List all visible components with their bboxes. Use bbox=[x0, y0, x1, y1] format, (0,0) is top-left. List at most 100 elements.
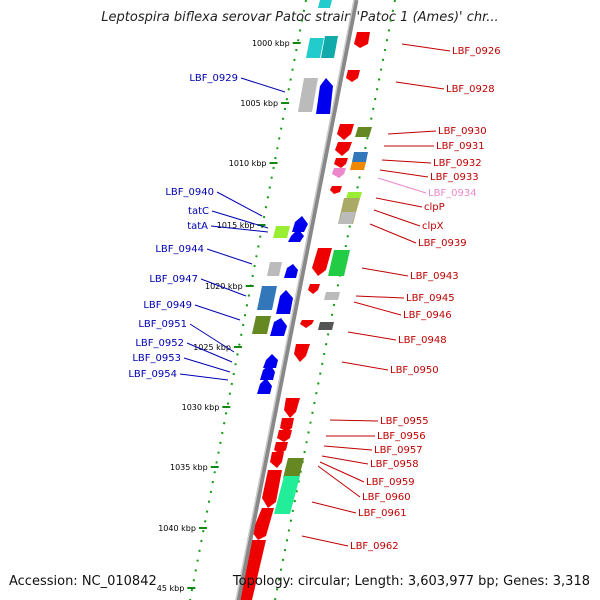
gene-label[interactable]: LBF_0939 bbox=[418, 238, 467, 249]
gene-label[interactable]: LBF_0940 bbox=[165, 187, 214, 198]
gene-label[interactable]: tatC bbox=[188, 206, 209, 217]
gene-arrow[interactable] bbox=[276, 290, 293, 314]
gene-arrow[interactable] bbox=[292, 216, 308, 232]
leader-line bbox=[240, 77, 286, 93]
gene-label[interactable]: LBF_0944 bbox=[155, 244, 204, 255]
gene-label[interactable]: LBF_0929 bbox=[189, 73, 238, 84]
gene-arrow[interactable] bbox=[308, 284, 320, 294]
leader-line bbox=[329, 419, 379, 422]
gene-block[interactable] bbox=[274, 476, 300, 514]
gene-arrow[interactable] bbox=[284, 398, 300, 418]
gene-arrow[interactable] bbox=[334, 158, 348, 168]
leader-line bbox=[323, 445, 373, 451]
gene-arrow[interactable] bbox=[330, 186, 342, 194]
gene-label[interactable]: LBF_0952 bbox=[135, 338, 184, 349]
gene-arrow[interactable] bbox=[257, 378, 272, 394]
chromosome-backbone bbox=[235, 0, 359, 600]
gene-block[interactable] bbox=[355, 127, 372, 137]
gene-arrow[interactable] bbox=[262, 470, 282, 508]
tick-label: 1020 kbp bbox=[205, 282, 243, 291]
gene-arrow[interactable] bbox=[337, 124, 354, 140]
leader-line bbox=[216, 191, 263, 217]
tick-label: 1005 kbp bbox=[240, 99, 278, 108]
gene-label[interactable]: LBF_0931 bbox=[436, 141, 485, 152]
gene-label[interactable]: LBF_0926 bbox=[452, 46, 501, 57]
gene-label[interactable]: LBF_0955 bbox=[380, 416, 429, 427]
gene-arrow[interactable] bbox=[294, 344, 310, 362]
gene-arrow[interactable] bbox=[270, 452, 284, 468]
gene-arrow[interactable] bbox=[312, 248, 332, 276]
gene-block[interactable] bbox=[298, 78, 318, 112]
gene-arrow[interactable] bbox=[288, 229, 304, 242]
gene-label[interactable]: LBF_0962 bbox=[350, 541, 399, 552]
gene-label[interactable]: LBF_0943 bbox=[410, 271, 459, 282]
gene-block[interactable] bbox=[257, 286, 277, 310]
leader-line bbox=[210, 225, 269, 233]
gene-block[interactable] bbox=[352, 152, 368, 162]
gene-arrow[interactable] bbox=[236, 540, 266, 600]
gene-label[interactable]: LBF_0953 bbox=[132, 353, 181, 364]
gene-block[interactable] bbox=[328, 250, 350, 276]
leader-line bbox=[183, 357, 231, 373]
gene-label[interactable]: LBF_0957 bbox=[374, 445, 423, 456]
gene-label[interactable]: LBF_0948 bbox=[398, 335, 447, 346]
leader-line bbox=[395, 81, 445, 90]
gene-arrow[interactable] bbox=[354, 32, 370, 48]
gene-arrow[interactable] bbox=[270, 318, 287, 336]
gene-label[interactable]: LBF_0954 bbox=[128, 369, 177, 380]
guide-track-right bbox=[274, 0, 396, 600]
gene-label[interactable]: LBF_0928 bbox=[446, 84, 495, 95]
gene-arrow[interactable] bbox=[335, 142, 352, 156]
gene-label[interactable]: LBF_0950 bbox=[390, 365, 439, 376]
gene-arrow[interactable] bbox=[316, 78, 333, 114]
gene-block[interactable] bbox=[318, 0, 332, 8]
gene-label[interactable]: clpP bbox=[424, 202, 445, 213]
gene-block[interactable] bbox=[306, 38, 324, 58]
gene-label[interactable]: LBF_0960 bbox=[362, 492, 411, 503]
gene-arrow[interactable] bbox=[274, 442, 288, 454]
leader-line bbox=[186, 342, 233, 363]
gene-block[interactable] bbox=[338, 212, 356, 224]
gene-label[interactable]: LBF_0947 bbox=[149, 274, 198, 285]
gene-block[interactable] bbox=[283, 458, 304, 478]
leader-line bbox=[189, 323, 235, 353]
gene-label[interactable]: LBF_0945 bbox=[406, 293, 455, 304]
gene-arrow[interactable] bbox=[346, 70, 360, 82]
gene-block[interactable] bbox=[318, 322, 334, 330]
gene-arrow[interactable] bbox=[280, 418, 294, 432]
gene-arrow[interactable] bbox=[263, 354, 278, 368]
gene-block[interactable] bbox=[267, 262, 282, 276]
gene-arrow[interactable] bbox=[284, 264, 298, 278]
gene-label[interactable]: LBF_0946 bbox=[403, 310, 452, 321]
gene-label[interactable]: LBF_0934 bbox=[428, 188, 477, 199]
gene-label[interactable]: LBF_0951 bbox=[138, 319, 187, 330]
gene-arrow[interactable] bbox=[260, 364, 275, 380]
tick-label: 1015 kbp bbox=[217, 221, 255, 230]
gene-block[interactable] bbox=[252, 316, 271, 334]
gene-label[interactable]: LBF_0959 bbox=[366, 477, 415, 488]
gene-arrow[interactable] bbox=[332, 168, 346, 178]
gene-label[interactable]: LBF_0933 bbox=[430, 172, 479, 183]
forward-strand-features bbox=[236, 32, 372, 600]
gene-arrow[interactable] bbox=[300, 320, 314, 328]
gene-block[interactable] bbox=[273, 226, 290, 238]
leader-line bbox=[347, 331, 397, 341]
leader-line bbox=[341, 361, 389, 371]
gene-block[interactable] bbox=[350, 162, 366, 170]
gene-label[interactable]: LBF_0961 bbox=[358, 508, 407, 519]
leader-line bbox=[301, 535, 349, 547]
reverse-strand-features bbox=[252, 0, 338, 394]
gene-label[interactable]: tatA bbox=[187, 221, 208, 232]
gene-block[interactable] bbox=[324, 292, 340, 300]
gene-arrow[interactable] bbox=[277, 430, 292, 442]
gene-label[interactable]: LBF_0956 bbox=[377, 431, 426, 442]
gene-arrow[interactable] bbox=[252, 508, 274, 540]
gene-label[interactable]: LBF_0949 bbox=[143, 300, 192, 311]
leader-line bbox=[375, 197, 423, 208]
gene-label[interactable]: LBF_0932 bbox=[433, 158, 482, 169]
gene-block[interactable] bbox=[321, 36, 338, 58]
gene-label[interactable]: LBF_0958 bbox=[370, 459, 419, 470]
gene-label[interactable]: LBF_0930 bbox=[438, 126, 487, 137]
leader-line bbox=[200, 278, 247, 297]
gene-label[interactable]: clpX bbox=[422, 221, 444, 232]
